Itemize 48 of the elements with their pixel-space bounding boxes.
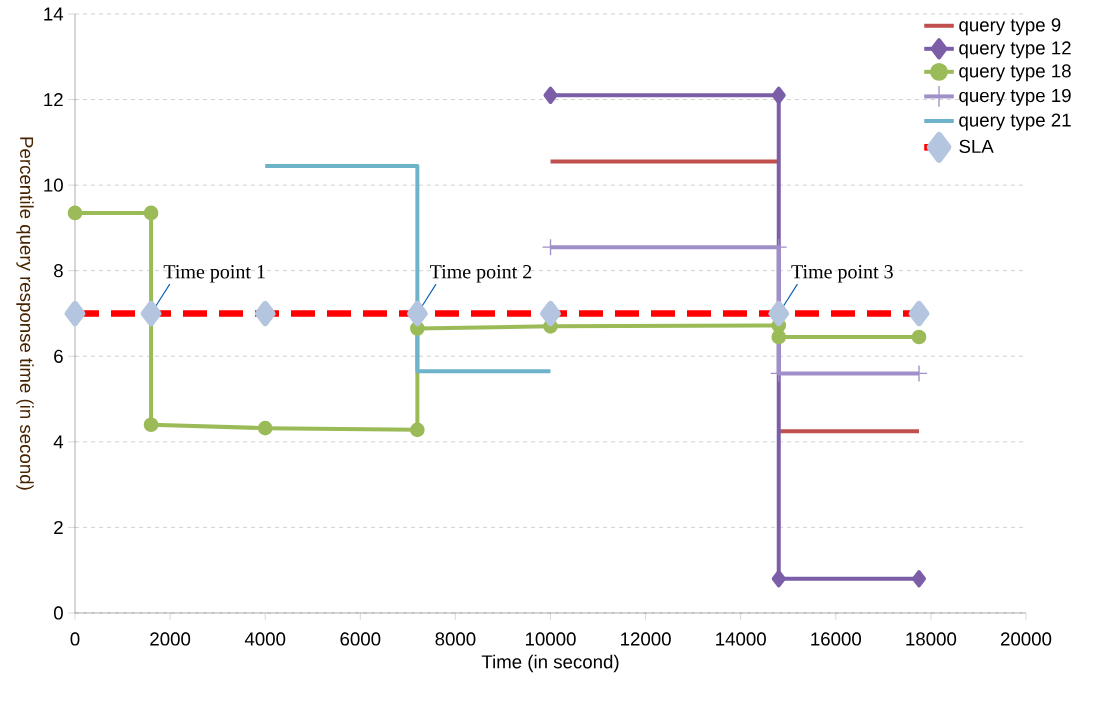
y-tick-label: 6 <box>54 349 63 363</box>
point <box>768 300 790 327</box>
annotation: Time point 2 <box>429 265 532 283</box>
point <box>140 300 162 327</box>
point <box>543 86 558 104</box>
x-tick-label: 8000 <box>435 632 476 646</box>
x-tick-label: 14000 <box>716 632 766 646</box>
x-axis-title: Time (in second) <box>481 654 619 673</box>
y-tick-label: 0 <box>53 606 63 620</box>
point <box>407 300 428 327</box>
point <box>143 205 159 221</box>
point <box>64 300 86 327</box>
x-tick-label: 12000 <box>621 632 671 646</box>
legend-label: query type 12 <box>959 41 1071 59</box>
legend-label: query type 18 <box>959 64 1071 82</box>
y-tick-label: 4 <box>53 435 64 449</box>
point <box>143 417 159 433</box>
legend-label: query type 21 <box>959 113 1071 131</box>
x-tick-label: 4000 <box>244 632 286 646</box>
annotation: Time point 3 <box>791 265 893 283</box>
y-tick-label: 8 <box>54 264 63 278</box>
x-tick-label: 6000 <box>340 632 381 646</box>
y-axis-title: Percentile query response time (in second) <box>16 137 34 490</box>
legend-label: query type 9 <box>959 18 1061 36</box>
legend-label: query type 19 <box>959 88 1071 106</box>
point <box>912 570 927 588</box>
legend-label: SLA <box>959 139 994 154</box>
x-tick-label: 18000 <box>906 632 957 646</box>
point <box>254 300 276 327</box>
point <box>771 86 786 104</box>
y-tick-label: 10 <box>44 178 63 192</box>
x-tick-label: 16000 <box>811 632 862 646</box>
x-tick-label: 2000 <box>150 632 191 646</box>
x-tick-label: 20000 <box>1000 632 1052 646</box>
point <box>771 570 786 588</box>
point <box>540 300 561 327</box>
y-tick-label: 14 <box>44 7 64 21</box>
point <box>257 420 273 436</box>
y-tick-label: 12 <box>44 93 63 107</box>
point <box>908 300 930 327</box>
point <box>67 205 83 221</box>
point <box>771 329 787 345</box>
point <box>410 422 425 438</box>
x-tick-label: 10000 <box>525 632 576 646</box>
y-tick-label: 2 <box>54 520 63 534</box>
annotation: Time point 1 <box>163 265 265 283</box>
x-tick-label: 0 <box>70 632 80 646</box>
point <box>911 329 927 345</box>
